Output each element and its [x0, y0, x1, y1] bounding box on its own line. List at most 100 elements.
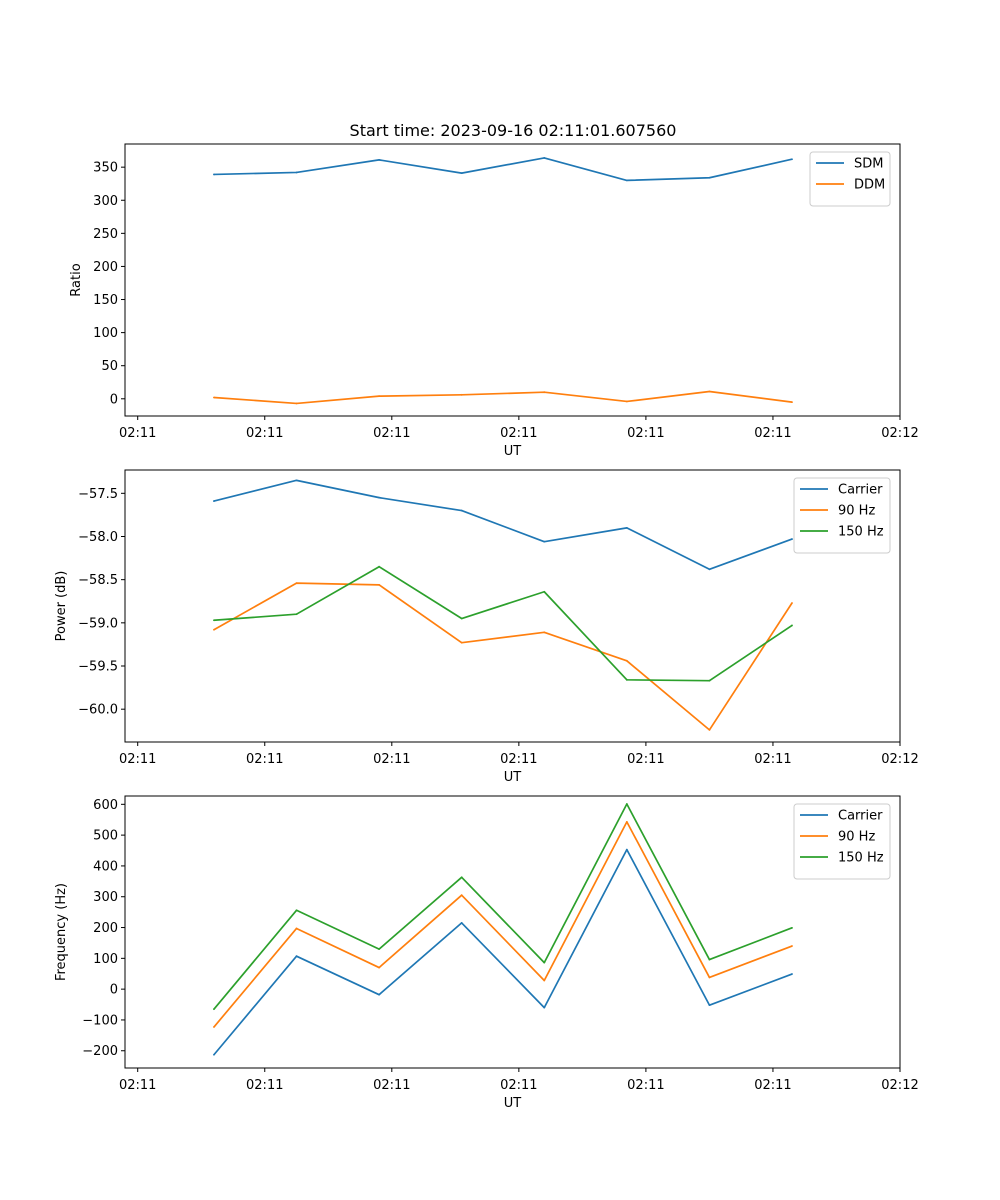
data-point-sdm	[543, 156, 546, 159]
data-point-90-hz	[708, 729, 711, 731]
y-tick-label: −59.0	[78, 616, 118, 631]
data-point-150-hz	[378, 565, 380, 568]
data-point-sdm	[708, 176, 711, 179]
legend-frame	[793, 803, 891, 880]
data-point-150-hz	[213, 1008, 215, 1011]
y-tick-label: −100	[82, 1013, 118, 1028]
data-point-150-hz	[708, 958, 711, 961]
data-point-ddm	[543, 391, 546, 394]
data-point-90-hz	[791, 602, 793, 604]
legend: Carrier 90 Hz 150 Hz	[793, 477, 891, 554]
x-tick-label: 02:12	[881, 426, 918, 441]
data-point-90-hz	[295, 927, 298, 930]
x-tick-label: 02:11	[119, 426, 156, 441]
plot-frame	[124, 795, 901, 1069]
x-tick-label: 02:12	[881, 1078, 918, 1093]
y-tick-label: −59.5	[78, 660, 118, 675]
data-point-90-hz	[791, 945, 793, 947]
x-tick-label: 02:12	[881, 752, 918, 767]
data-point-ddm	[378, 395, 380, 398]
data-point-150-hz	[708, 679, 711, 682]
data-point-150-hz	[295, 909, 298, 912]
legend-frame	[793, 477, 891, 554]
x-tick-label: 02:11	[627, 426, 664, 441]
series-line-150-hz	[213, 565, 793, 682]
legend-label: Carrier	[838, 483, 883, 498]
x-tick-label: 02:11	[754, 752, 791, 767]
data-point-90-hz	[295, 582, 298, 585]
data-point-150-hz	[295, 613, 298, 616]
data-point-150-hz	[625, 678, 628, 681]
data-point-90-hz	[460, 641, 463, 644]
y-tick-label: 200	[93, 921, 118, 936]
data-point-90-hz	[213, 1026, 215, 1028]
data-point-90-hz	[543, 631, 546, 634]
chart-power: 02:11 02:11 02:11 02:11 02:11 02:11 02:12 −60.0…	[54, 469, 919, 785]
legend: Carrier 90 Hz 150 Hz	[793, 803, 891, 880]
y-tick-label: −200	[82, 1044, 118, 1059]
data-point-150-hz	[791, 926, 793, 929]
legend-frame	[809, 151, 891, 207]
y-tick-label: 0	[110, 392, 118, 407]
data-point-carrier	[460, 509, 463, 512]
y-tick-label: 350	[93, 161, 118, 176]
data-point-ddm	[708, 390, 711, 393]
data-point-90-hz	[213, 628, 215, 631]
y-tick-label: −57.5	[78, 487, 118, 502]
data-point-carrier	[378, 496, 380, 499]
data-point-carrier	[295, 955, 298, 958]
data-point-carrier	[295, 479, 298, 482]
data-point-150-hz	[543, 961, 546, 964]
y-tick-label: 200	[93, 260, 118, 275]
data-point-90-hz	[625, 659, 628, 662]
x-tick-label: 02:11	[500, 752, 537, 767]
y-axis-label: Frequency (Hz)	[54, 883, 69, 981]
series-line-ddm	[213, 390, 793, 405]
data-point-carrier	[543, 540, 546, 543]
x-axis-label: UT	[504, 1096, 522, 1111]
legend-label: Carrier	[838, 809, 883, 824]
chart-frequency: 02:11 02:11 02:11 02:11 02:11 02:11 02:12 −200 −…	[54, 795, 919, 1111]
data-point-150-hz	[213, 619, 215, 622]
data-point-ddm	[460, 393, 463, 396]
data-point-90-hz	[543, 979, 546, 982]
data-point-carrier	[708, 1004, 711, 1007]
series-line-150-hz	[213, 803, 793, 1010]
data-point-150-hz	[460, 617, 463, 620]
series-line-90-hz	[213, 582, 793, 731]
data-point-150-hz	[460, 876, 463, 879]
x-axis-label: UT	[504, 770, 522, 785]
data-point-90-hz	[378, 583, 380, 586]
y-tick-label: −58.0	[78, 530, 118, 545]
legend-label: 90 Hz	[838, 504, 875, 519]
y-tick-label: 100	[93, 326, 118, 341]
legend-label: DDM	[854, 178, 885, 193]
y-tick-label: 100	[93, 952, 118, 967]
y-tick-label: 300	[93, 890, 118, 905]
chart-panels: 02:11 02:11 02:11 02:11 02:11 02:11 02:12 0 50 10…	[54, 143, 919, 1111]
y-tick-label: −58.5	[78, 573, 118, 588]
data-point-sdm	[378, 158, 380, 161]
y-tick-label: 600	[93, 798, 118, 813]
x-tick-label: 02:11	[754, 1078, 791, 1093]
legend-label: 150 Hz	[838, 525, 884, 540]
data-point-carrier	[378, 993, 380, 996]
y-tick-label: 500	[93, 829, 118, 844]
data-point-ddm	[295, 402, 298, 405]
data-point-carrier	[213, 500, 215, 502]
x-tick-label: 02:11	[500, 1078, 537, 1093]
data-point-sdm	[295, 171, 298, 174]
data-point-90-hz	[708, 976, 711, 979]
data-point-150-hz	[625, 803, 628, 805]
data-point-carrier	[460, 922, 463, 924]
series-line-90-hz	[213, 821, 793, 1028]
data-point-90-hz	[378, 966, 380, 969]
data-point-sdm	[460, 172, 463, 175]
data-point-carrier	[791, 973, 793, 975]
x-axis-label: UT	[504, 444, 522, 459]
data-point-carrier	[543, 1006, 546, 1009]
data-point-carrier	[625, 848, 628, 851]
y-tick-label: 300	[93, 194, 118, 209]
data-point-sdm	[625, 179, 628, 182]
